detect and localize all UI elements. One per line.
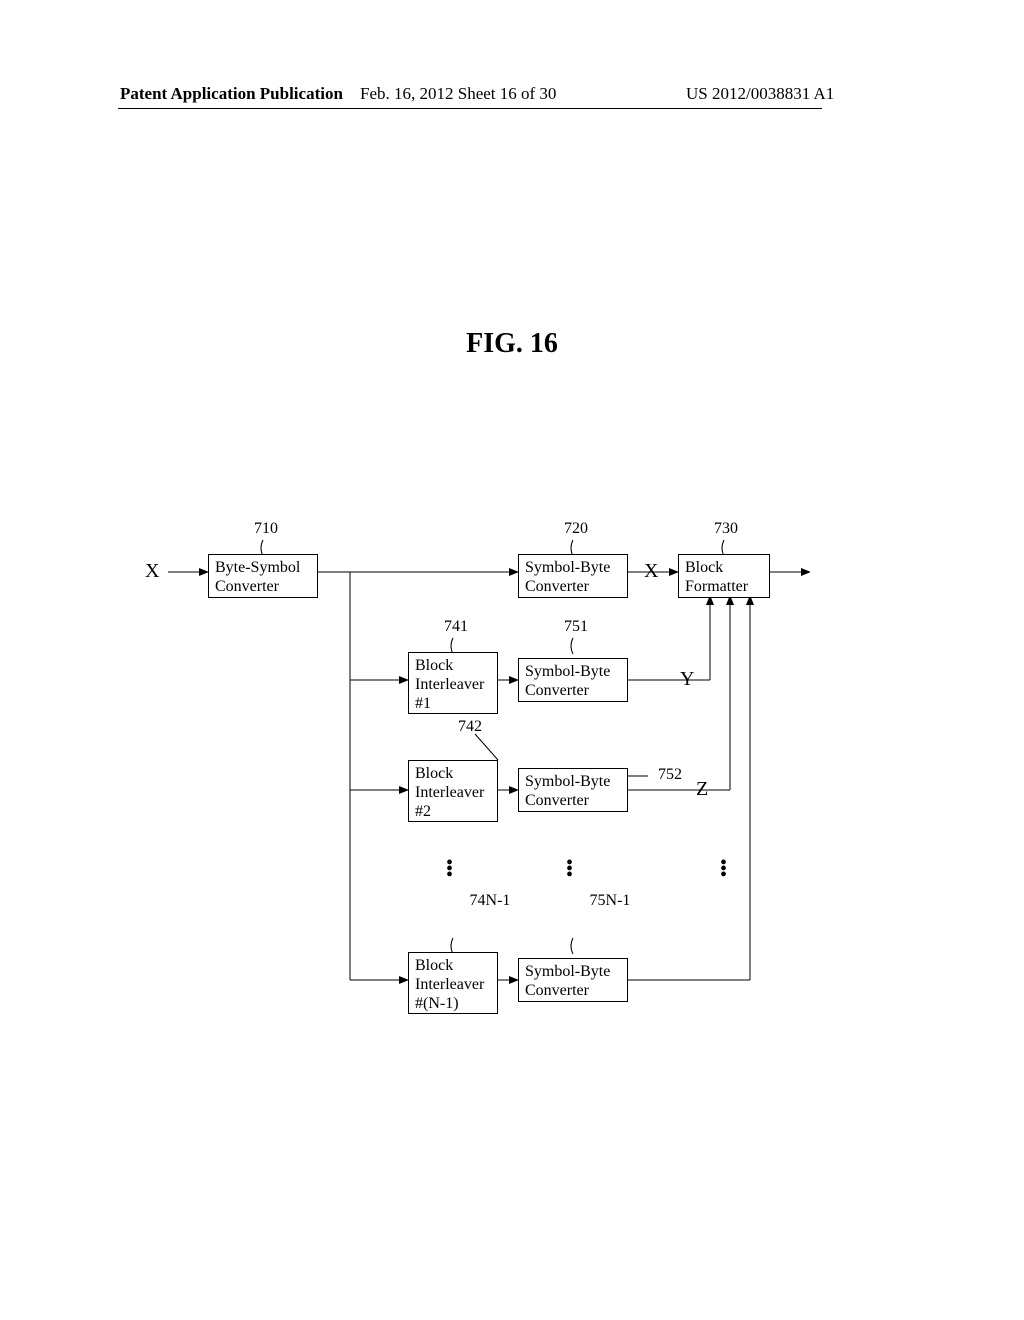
header-rule bbox=[118, 108, 822, 109]
ref-710: 710 bbox=[246, 520, 286, 538]
input-signal-x: X bbox=[145, 560, 159, 583]
ref-752: 752 bbox=[650, 766, 690, 784]
output-signal-z: Z bbox=[696, 778, 708, 801]
vdots-icon: ••• bbox=[446, 860, 453, 878]
vdots-icon: ••• bbox=[566, 860, 573, 878]
ref-74n: 74N-1 bbox=[460, 892, 520, 910]
box-label: Block Interleaver #1 bbox=[415, 657, 484, 712]
box-label: Block Formatter bbox=[685, 559, 748, 595]
output-signal-x: X bbox=[644, 560, 658, 583]
ref-741: 741 bbox=[436, 618, 476, 636]
block-interleaver-1: Block Interleaver #1 bbox=[408, 652, 498, 714]
symbol-byte-converter-2: Symbol-Byte Converter bbox=[518, 768, 628, 812]
ref-75n: 75N-1 bbox=[580, 892, 640, 910]
box-label: Symbol-Byte Converter bbox=[525, 559, 610, 595]
box-label: Block Interleaver #(N-1) bbox=[415, 957, 484, 1012]
box-label: Block Interleaver #2 bbox=[415, 765, 484, 820]
box-label: Byte-Symbol Converter bbox=[215, 559, 300, 595]
ref-742: 742 bbox=[450, 718, 490, 736]
ref-751: 751 bbox=[556, 618, 596, 636]
box-label: Symbol-Byte Converter bbox=[525, 663, 610, 699]
block-interleaver-2: Block Interleaver #2 bbox=[408, 760, 498, 822]
output-signal-y: Y bbox=[680, 668, 694, 691]
header-right: US 2012/0038831 A1 bbox=[686, 84, 834, 104]
header-left: Patent Application Publication bbox=[120, 84, 343, 104]
ref-730: 730 bbox=[706, 520, 746, 538]
block-interleaver-n: Block Interleaver #(N-1) bbox=[408, 952, 498, 1014]
box-label: Symbol-Byte Converter bbox=[525, 773, 610, 809]
byte-symbol-converter: Byte-Symbol Converter bbox=[208, 554, 318, 598]
symbol-byte-converter-1: Symbol-Byte Converter bbox=[518, 658, 628, 702]
vdots-icon: ••• bbox=[720, 860, 727, 878]
block-diagram: X 710 Byte-Symbol Converter 720 Symbol-B… bbox=[150, 500, 810, 1060]
symbol-byte-converter-0: Symbol-Byte Converter bbox=[518, 554, 628, 598]
block-formatter: Block Formatter bbox=[678, 554, 770, 598]
ref-720: 720 bbox=[556, 520, 596, 538]
symbol-byte-converter-n: Symbol-Byte Converter bbox=[518, 958, 628, 1002]
figure-title: FIG. 16 bbox=[0, 328, 1024, 360]
header-center: Feb. 16, 2012 Sheet 16 of 30 bbox=[360, 84, 556, 104]
page: Patent Application Publication Feb. 16, … bbox=[0, 0, 1024, 1320]
box-label: Symbol-Byte Converter bbox=[525, 963, 610, 999]
